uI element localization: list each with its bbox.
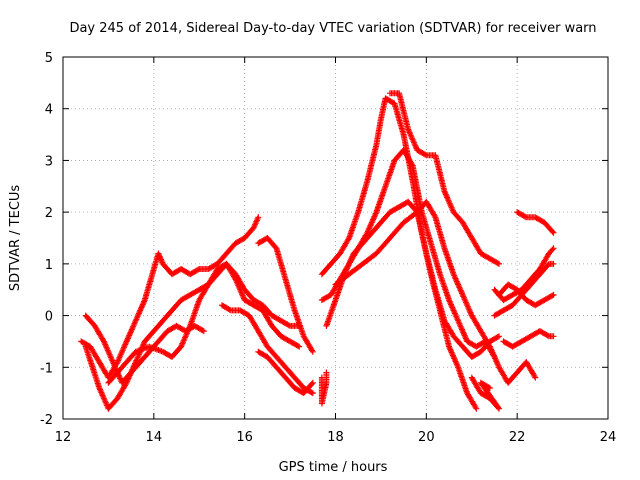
chart-title: Day 245 of 2014, Sidereal Day-to-day VTE… bbox=[69, 21, 596, 36]
y-tick-label: -2 bbox=[40, 413, 53, 428]
x-tick-label: 20 bbox=[418, 430, 435, 445]
series-track-c bbox=[82, 260, 303, 412]
x-tick-label: 14 bbox=[146, 430, 163, 445]
x-tick-label: 12 bbox=[55, 430, 72, 445]
y-tick-label: -1 bbox=[40, 361, 53, 376]
series-markers bbox=[318, 95, 480, 412]
series-track-k bbox=[323, 198, 502, 360]
series-markers bbox=[255, 348, 316, 397]
y-tick-label: 2 bbox=[45, 206, 53, 221]
series-markers bbox=[332, 198, 539, 386]
series-markers bbox=[500, 328, 557, 350]
series-markers bbox=[468, 374, 502, 412]
series-markers bbox=[318, 369, 330, 407]
series-track-f bbox=[255, 235, 316, 355]
series-track-l bbox=[332, 198, 539, 386]
series-track-e bbox=[219, 302, 316, 397]
series-track-a bbox=[78, 214, 262, 381]
series-track-m bbox=[387, 90, 502, 267]
y-tick-label: 1 bbox=[45, 258, 53, 273]
series-track-s bbox=[514, 209, 557, 236]
series-markers bbox=[82, 260, 303, 412]
series-track-n bbox=[468, 374, 502, 412]
y-tick-label: 4 bbox=[45, 103, 53, 118]
series-track-d bbox=[105, 260, 303, 386]
series-markers bbox=[323, 198, 502, 360]
series-markers bbox=[255, 235, 316, 355]
series-markers bbox=[496, 281, 557, 309]
series-markers bbox=[105, 260, 303, 386]
y-tick-label: 0 bbox=[45, 310, 53, 325]
x-tick-label: 16 bbox=[236, 430, 253, 445]
data-layer bbox=[78, 90, 557, 412]
series-track-h bbox=[318, 369, 330, 407]
series-markers bbox=[318, 147, 498, 360]
series-markers bbox=[387, 90, 502, 267]
series-track-g bbox=[255, 348, 316, 397]
x-axis-label: GPS time / hours bbox=[279, 460, 388, 475]
series-track-i bbox=[318, 95, 480, 412]
series-markers bbox=[78, 214, 262, 381]
y-tick-label: 5 bbox=[45, 51, 53, 66]
x-tick-label: 22 bbox=[509, 430, 526, 445]
series-track-j bbox=[318, 147, 498, 360]
series-markers bbox=[514, 209, 557, 236]
x-tick-label: 18 bbox=[327, 430, 344, 445]
x-tick-label: 24 bbox=[600, 430, 617, 445]
series-track-q bbox=[496, 281, 557, 309]
series-markers bbox=[219, 302, 316, 397]
y-axis-label: SDTVAR / TECUs bbox=[8, 185, 23, 292]
series-track-r bbox=[500, 328, 557, 350]
y-tick-label: 3 bbox=[45, 154, 53, 169]
